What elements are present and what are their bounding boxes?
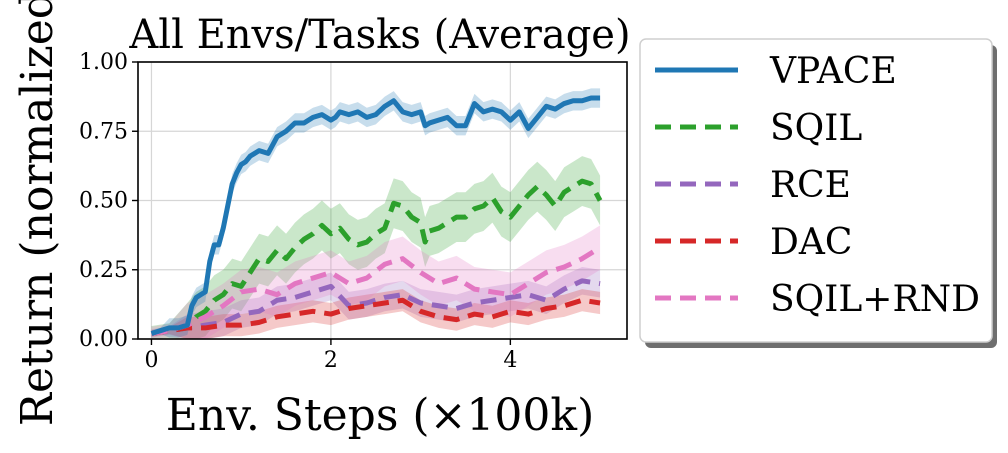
- line-vpace: [150, 95, 601, 336]
- y-tick-label: 0.00: [79, 327, 128, 352]
- legend-box: [639, 38, 993, 343]
- x-tick-label: 0: [144, 348, 158, 373]
- legend: VPACE SQIL RCE DAC SQIL+RND: [639, 38, 997, 348]
- axis-ticks: 0 2 4 0.00 0.25 0.50 0.75 1.00: [79, 50, 517, 373]
- chart-title: All Envs/Tasks (Average): [128, 12, 630, 58]
- series-lines: [150, 95, 603, 336]
- band-dac: [151, 289, 601, 339]
- legend-label: RCE: [770, 165, 851, 206]
- legend-label: SQIL: [770, 108, 862, 149]
- x-tick-label: 2: [324, 348, 338, 373]
- line-rce: [151, 278, 601, 336]
- line-dac: [151, 297, 601, 336]
- y-tick-label: 0.25: [79, 258, 128, 283]
- y-tick-label: 0.50: [79, 189, 128, 214]
- band-sqil: [151, 156, 601, 339]
- y-axis-label: Return (normalized): [12, 0, 63, 426]
- line-sqil-rnd: [151, 245, 602, 336]
- y-tick-label: 1.00: [79, 50, 128, 75]
- y-tick-label: 0.75: [79, 119, 128, 144]
- legend-label: SQIL+RND: [770, 279, 980, 320]
- x-axis-label: Env. Steps (×100k): [166, 390, 595, 441]
- legend-label: DAC: [770, 222, 852, 263]
- line-sqil: [151, 178, 603, 336]
- x-tick-label: 4: [503, 348, 517, 373]
- legend-label: VPACE: [769, 51, 897, 92]
